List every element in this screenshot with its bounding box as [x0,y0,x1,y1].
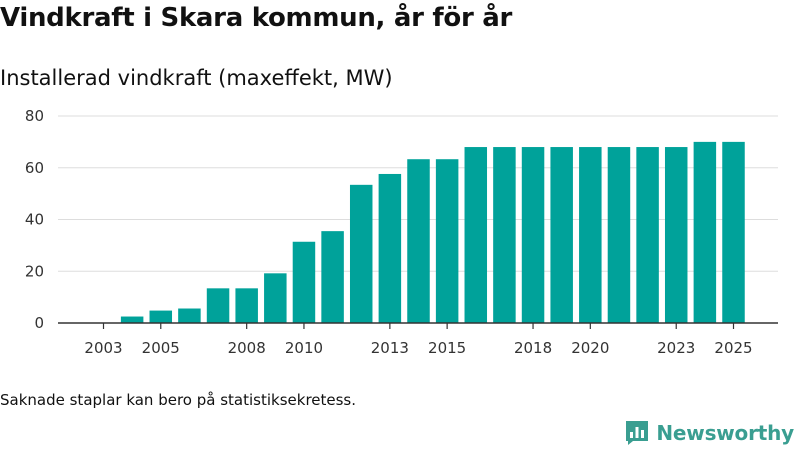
x-tick-label: 2003 [84,339,122,357]
bar-2024 [693,141,717,323]
bar-2009 [264,273,287,323]
x-tick-label: 2025 [714,339,752,357]
y-tick-label: 60 [25,159,44,177]
x-tick-label: 2023 [657,339,695,357]
x-tick-label: 2010 [285,339,323,357]
bar-2012 [349,184,373,323]
bar-2004 [120,316,144,323]
bar-2017 [493,147,516,323]
bar-2022 [636,147,659,323]
x-axis-labels: 2003 2005 2008 2010 2013 2015 2018 2020 2023 2025 [84,323,753,357]
bar-2010 [292,241,316,323]
chart-title: Vindkraft i Skara kommun, år för år [0,3,513,33]
bar-2020 [579,147,602,323]
y-tick-label: 80 [25,107,44,125]
y-tick-label: 0 [34,314,44,332]
bar-2008 [235,288,258,323]
x-tick-label: 2020 [571,339,609,357]
brand-logo: Newsworthy [624,420,794,446]
bar-2018 [521,147,545,323]
y-axis-labels: 0 20 40 60 80 [25,107,44,332]
bar-2014 [407,159,430,323]
bar-2015 [435,159,459,323]
bar-2023 [664,147,688,323]
bar-2007 [206,288,230,323]
bar-2005 [149,310,173,323]
bar-2019 [550,147,573,323]
bar-2013 [378,173,402,323]
bar-2011 [321,231,344,323]
bars [120,141,745,323]
bar-2016 [464,147,488,323]
x-tick-label: 2013 [371,339,409,357]
x-tick-label: 2015 [428,339,466,357]
brand-name: Newsworthy [656,421,794,445]
y-tick-label: 20 [25,262,44,280]
bar-chart-logo-icon [626,421,649,445]
chart-subtitle: Installerad vindkraft (maxeffekt, MW) [0,66,393,90]
x-tick-label: 2018 [514,339,552,357]
bar-2025 [722,141,745,323]
x-tick-label: 2008 [228,339,266,357]
bar-2021 [607,147,631,323]
bar-2006 [178,308,201,323]
y-tick-label: 40 [25,211,44,229]
footnote: Saknade staplar kan bero på statistiksek… [0,391,357,409]
x-tick-label: 2005 [142,339,180,357]
